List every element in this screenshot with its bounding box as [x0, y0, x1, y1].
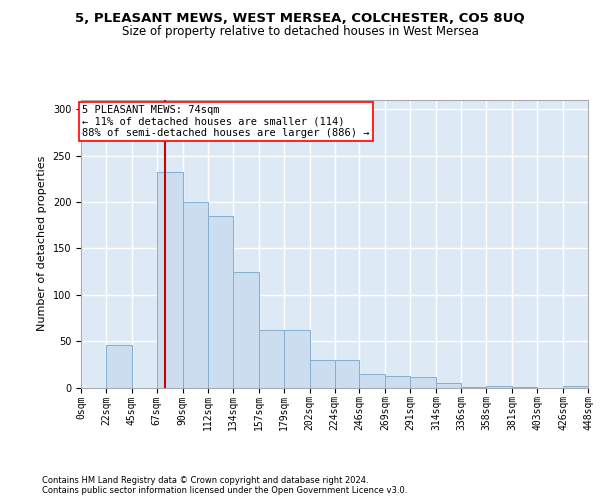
Bar	[284, 330, 310, 388]
Bar	[410, 378, 436, 388]
Bar	[259, 330, 284, 388]
Text: 5, PLEASANT MEWS, WEST MERSEA, COLCHESTER, CO5 8UQ: 5, PLEASANT MEWS, WEST MERSEA, COLCHESTE…	[75, 12, 525, 26]
Bar	[157, 172, 183, 388]
Y-axis label: Number of detached properties: Number of detached properties	[37, 156, 47, 332]
Bar	[233, 272, 259, 388]
Bar	[486, 386, 512, 388]
Bar	[310, 360, 335, 388]
Bar	[436, 383, 461, 388]
Bar	[183, 202, 208, 388]
Bar	[106, 345, 132, 388]
Bar	[208, 216, 233, 388]
Bar	[461, 386, 486, 388]
Text: Size of property relative to detached houses in West Mersea: Size of property relative to detached ho…	[122, 25, 478, 38]
Text: Contains HM Land Registry data © Crown copyright and database right 2024.: Contains HM Land Registry data © Crown c…	[42, 476, 368, 485]
Text: Contains public sector information licensed under the Open Government Licence v3: Contains public sector information licen…	[42, 486, 407, 495]
Bar	[563, 386, 588, 388]
Bar	[512, 386, 537, 388]
Text: 5 PLEASANT MEWS: 74sqm
← 11% of detached houses are smaller (114)
88% of semi-de: 5 PLEASANT MEWS: 74sqm ← 11% of detached…	[82, 104, 370, 138]
Bar	[359, 374, 385, 388]
Bar	[385, 376, 410, 388]
Bar	[335, 360, 359, 388]
